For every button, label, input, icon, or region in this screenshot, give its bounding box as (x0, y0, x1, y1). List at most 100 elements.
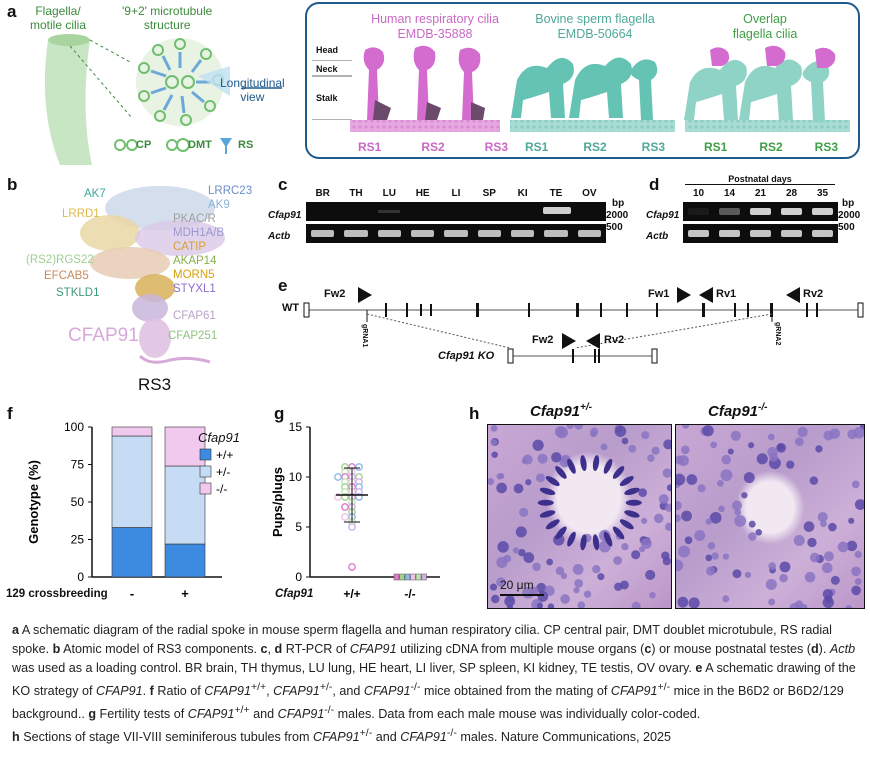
primer-rv1-arrow (699, 287, 713, 303)
nucleus (665, 522, 671, 531)
nucleus (551, 452, 562, 463)
nucleus (741, 492, 748, 499)
nucleus (846, 540, 858, 552)
gel-c-cfap91 (306, 202, 606, 221)
histology-left-image (487, 424, 672, 609)
map-title-bovine: Bovine sperm flagella EMDB-50664 (510, 12, 680, 42)
gel-d-row-actb: Actb (646, 231, 669, 242)
caption-cd: RT-PCR of (285, 642, 350, 656)
nucleus (748, 532, 757, 541)
nucleus (490, 439, 498, 446)
ko-label: Cfap91 KO (438, 350, 494, 362)
nucleus (663, 439, 671, 450)
g-point-ko (399, 573, 405, 581)
band-lu-faint (378, 210, 400, 213)
rs1-label-bovine: RS1 (525, 140, 549, 154)
central-pair-1 (165, 75, 179, 89)
nucleus (722, 595, 730, 603)
nucleus (748, 442, 755, 449)
nucleus (555, 566, 565, 576)
nucleus (496, 577, 506, 587)
f-ylabel: Genotype (%) (26, 460, 41, 544)
panel-letter-g: g (274, 404, 285, 423)
elongated-spermatid (612, 526, 625, 540)
elongated-spermatid (580, 455, 587, 472)
gel-d-lane-28: 28 (785, 188, 798, 199)
nucleus (640, 538, 652, 550)
ko-dash-left (366, 313, 511, 349)
elongated-spermatid (612, 466, 625, 479)
panel-letter-f: f (7, 404, 13, 423)
nucleus (532, 439, 544, 451)
nucleus (590, 431, 597, 438)
gel-c-lane-li: LI (451, 188, 461, 199)
nucleus (707, 542, 716, 550)
dmt-legend-label: DMT (188, 139, 212, 151)
label-morn5: MORN5 (173, 269, 215, 281)
label-mdh1a: MDH1A/B (173, 227, 225, 239)
nucleus (497, 541, 509, 553)
nucleus (535, 473, 545, 483)
nucleus (546, 558, 554, 566)
gel-c-lane-labels: BR TH LU HE LI SP KI TE OV (306, 188, 606, 199)
label-ak9: AK9 (208, 199, 230, 211)
rs-legend-label: RS (238, 139, 254, 151)
nucleus (614, 425, 627, 437)
nucleus (797, 426, 808, 438)
elongated-spermatid (592, 534, 600, 551)
nucleus (676, 514, 681, 523)
label-stkld1: STKLD1 (56, 287, 100, 299)
elongated-spermatid (545, 476, 560, 487)
elongated-spermatid (537, 499, 554, 506)
nucleus (574, 425, 583, 430)
nucleus (631, 550, 641, 560)
f-bar-+-+/- (164, 465, 206, 545)
nucleus (649, 591, 656, 599)
nucleus (705, 566, 716, 576)
zoom-line-top (89, 39, 131, 63)
gel-c-lane-he: HE (415, 188, 430, 199)
rs1-label-human: RS1 (358, 140, 382, 154)
nucleus (631, 601, 641, 608)
nucleus (705, 518, 712, 525)
nucleus (682, 425, 690, 429)
gel-d-actb (683, 224, 838, 243)
nucleus (525, 479, 532, 486)
elongated-spermatid (624, 487, 640, 496)
f-bar---+/- (111, 435, 153, 528)
gel-c-lane-lu: LU (382, 188, 396, 199)
g-point-ko (404, 573, 411, 581)
gel-d-lane-35: 35 (816, 188, 829, 199)
gel-c-row-cfap91: Cfap91 (268, 210, 302, 221)
nucleus (519, 507, 529, 517)
flagellum-schematic (44, 34, 282, 165)
nucleus (518, 548, 526, 557)
flagellum-cross-section (48, 34, 90, 46)
nucleus (512, 547, 520, 554)
gel-c-lane-br: BR (315, 188, 330, 199)
map-title-bovine-text: Bovine sperm flagella (535, 12, 655, 26)
gel-c-actb-band (377, 230, 401, 237)
cp-legend-icon-2 (126, 139, 138, 151)
primer-fw1: Fw1 (648, 288, 670, 300)
histology-right-image (675, 424, 865, 609)
f-ytick-label: 50 (71, 495, 85, 509)
map-title-human-text: Human respiratory cilia (371, 12, 499, 26)
gel-c-marker-2000: 2000 (606, 210, 629, 221)
ko-exon-last (651, 348, 658, 364)
nucleus (653, 513, 664, 524)
nucleus (504, 595, 516, 607)
gel-c-lane-ov: OV (582, 188, 597, 199)
gel-c-actb-band (344, 230, 368, 237)
g-category-label: +/+ (343, 587, 360, 601)
nucleus (710, 441, 718, 449)
nucleus (755, 528, 763, 536)
nucleus (721, 454, 732, 465)
label-cfap91: CFAP91 (68, 325, 139, 346)
label-akap14: AKAP14 (173, 255, 217, 267)
nucleus (489, 583, 498, 591)
gel-c-lane-th: TH (349, 188, 363, 199)
f-legend-title: Cfap91 (198, 430, 240, 445)
nucleus (821, 562, 833, 574)
rs3-label-overlap: RS3 (814, 140, 838, 154)
